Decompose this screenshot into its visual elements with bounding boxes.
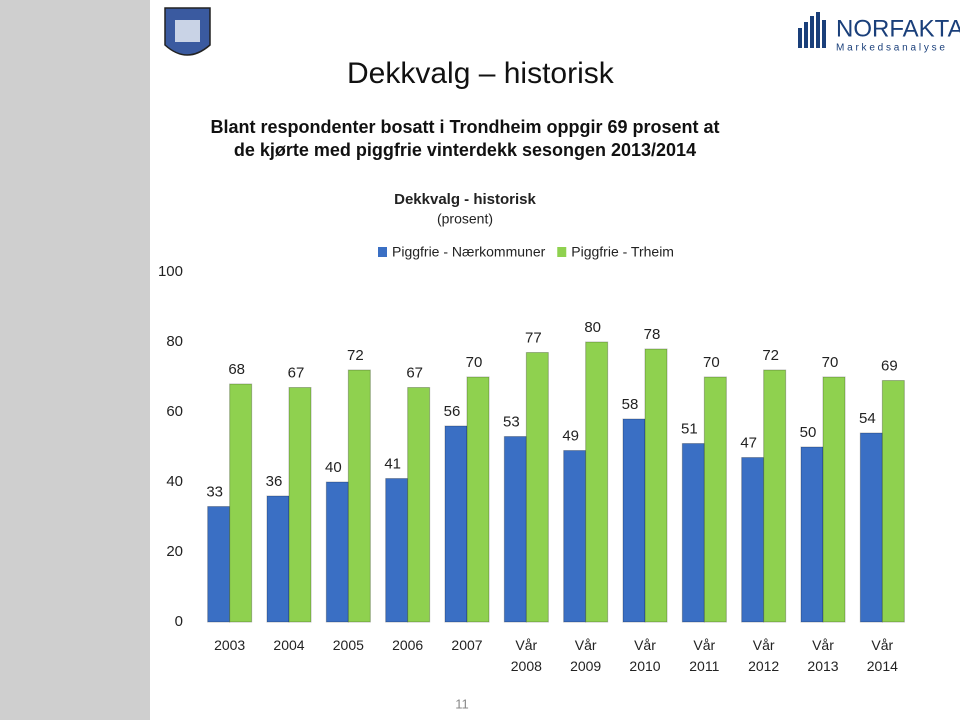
x-tick-label: 2003 — [214, 637, 245, 653]
data-label: 80 — [584, 319, 601, 336]
bar — [800, 446, 824, 623]
x-tick-label: 2006 — [392, 637, 423, 653]
bar — [503, 436, 527, 623]
bar — [644, 348, 668, 623]
chart-subtitle: (prosent) — [437, 211, 493, 227]
chart-title: Dekkvalg - historisk — [394, 191, 536, 208]
legend-label: Piggfrie - Nærkommuner — [392, 244, 546, 260]
data-label: 56 — [444, 403, 461, 420]
subtitle-line: Blant respondenter bosatt i Trondheim op… — [210, 117, 719, 137]
bar — [859, 432, 883, 623]
bar — [741, 457, 765, 623]
y-tick-label: 40 — [166, 473, 183, 490]
legend-label: Piggfrie - Trheim — [571, 244, 674, 260]
x-tick-label: 2005 — [333, 637, 364, 653]
slide-title: Dekkvalg – historisk — [347, 57, 615, 90]
y-tick-label: 80 — [166, 333, 183, 350]
data-label: 47 — [740, 434, 757, 451]
data-label: 33 — [206, 483, 223, 500]
bar — [681, 443, 705, 623]
bar — [288, 387, 312, 623]
bar — [325, 481, 349, 623]
data-label: 51 — [681, 420, 698, 437]
data-label: 67 — [288, 364, 305, 381]
legend-swatch — [378, 247, 387, 257]
data-label: 72 — [347, 347, 364, 364]
side-strip — [0, 0, 150, 720]
data-label: 50 — [800, 424, 817, 441]
y-tick-label: 60 — [166, 403, 183, 420]
data-label: 54 — [859, 410, 876, 427]
legend-swatch — [557, 247, 567, 257]
x-tick-label: Vår 2009 — [570, 637, 601, 674]
bar — [525, 352, 549, 623]
bar — [563, 450, 587, 623]
bar — [763, 369, 787, 623]
x-tick-label: Vår 2014 — [867, 637, 898, 674]
x-tick-label: Vår 2013 — [807, 637, 838, 674]
x-tick-label: 2007 — [451, 637, 482, 653]
x-tick-label: Vår 2010 — [629, 637, 660, 674]
bar — [444, 425, 468, 623]
bar — [466, 376, 490, 623]
crest — [164, 7, 211, 56]
bar — [347, 369, 371, 623]
data-label: 49 — [562, 427, 579, 444]
bar — [703, 376, 727, 623]
data-label: 72 — [762, 347, 779, 364]
subtitle-line: de kjørte med piggfrie vinterdekk sesong… — [234, 140, 696, 160]
y-tick-label: 100 — [158, 263, 183, 280]
bar — [622, 418, 646, 623]
logo-tagline: M a r k e d s a n a l y s e — [836, 43, 945, 54]
bar — [407, 387, 431, 623]
x-tick-label: Vår 2012 — [748, 637, 779, 674]
data-label: 36 — [266, 473, 283, 490]
bar — [881, 380, 905, 623]
bar — [207, 506, 231, 623]
data-label: 58 — [622, 396, 639, 413]
data-label: 70 — [822, 354, 839, 371]
data-label: 77 — [525, 329, 542, 346]
x-tick-label: Vår 2011 — [689, 637, 719, 674]
data-label: 53 — [503, 413, 520, 430]
bar — [385, 478, 409, 623]
logo-name: NORFAKTA — [836, 15, 960, 42]
x-tick-label: Vår 2008 — [511, 637, 542, 674]
bar — [266, 495, 290, 623]
data-label: 67 — [406, 364, 423, 381]
norfakta-logo: NORFAKTA M a r k e d s a n a l y s e — [798, 12, 960, 54]
bar — [822, 376, 846, 623]
data-label: 70 — [466, 354, 483, 371]
data-label: 78 — [644, 326, 661, 343]
y-tick-label: 20 — [166, 543, 183, 560]
data-label: 70 — [703, 354, 720, 371]
data-label: 68 — [228, 361, 245, 378]
x-tick-label: 2004 — [273, 637, 304, 653]
data-label: 69 — [881, 357, 898, 374]
page-number: 11 — [455, 696, 469, 711]
y-tick-label: 0 — [175, 613, 183, 630]
data-label: 40 — [325, 459, 342, 476]
bar — [585, 341, 609, 623]
bar — [229, 383, 253, 623]
data-label: 41 — [384, 455, 401, 472]
